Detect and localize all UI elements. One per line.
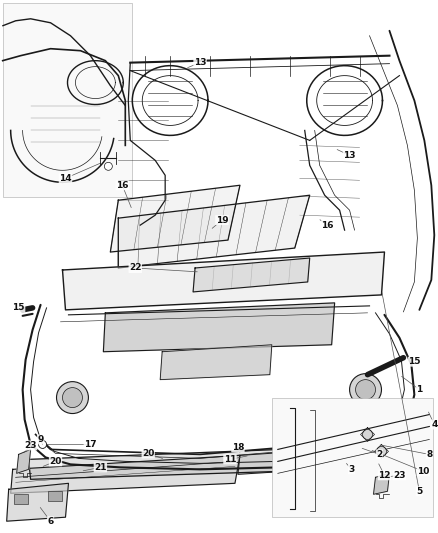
- Text: 20: 20: [142, 449, 155, 458]
- Bar: [14, 494, 28, 504]
- Circle shape: [350, 374, 381, 406]
- Polygon shape: [193, 258, 310, 292]
- Text: 10: 10: [417, 467, 430, 476]
- Circle shape: [63, 387, 82, 408]
- Polygon shape: [374, 473, 389, 494]
- Polygon shape: [118, 195, 310, 268]
- Text: 16: 16: [321, 221, 334, 230]
- Circle shape: [356, 379, 375, 400]
- Text: 15: 15: [12, 303, 25, 312]
- Text: 23: 23: [25, 441, 37, 450]
- Text: 3: 3: [349, 465, 355, 474]
- Text: 22: 22: [129, 263, 141, 272]
- Circle shape: [363, 430, 372, 439]
- Text: 15: 15: [408, 357, 420, 366]
- Text: 2: 2: [376, 450, 383, 459]
- Text: 13: 13: [343, 151, 356, 160]
- Bar: [3, 3, 132, 197]
- Polygon shape: [63, 252, 385, 310]
- Text: 14: 14: [59, 174, 72, 183]
- Polygon shape: [160, 345, 272, 379]
- Text: 9: 9: [37, 435, 44, 444]
- Text: 4: 4: [431, 420, 438, 429]
- Polygon shape: [11, 455, 240, 493]
- Polygon shape: [103, 303, 335, 352]
- Text: 19: 19: [215, 216, 228, 224]
- Text: 5: 5: [416, 487, 423, 496]
- Text: 23: 23: [393, 471, 406, 480]
- Text: 1: 1: [416, 385, 423, 394]
- Bar: [48, 491, 61, 501]
- Text: 21: 21: [94, 463, 106, 472]
- Bar: [272, 398, 433, 517]
- Circle shape: [377, 447, 386, 456]
- Text: 13: 13: [194, 58, 206, 67]
- Text: 18: 18: [232, 443, 244, 452]
- Polygon shape: [17, 449, 31, 473]
- Text: 12: 12: [378, 471, 391, 480]
- Circle shape: [57, 382, 88, 414]
- Polygon shape: [7, 483, 68, 521]
- Text: 6: 6: [47, 516, 54, 526]
- Text: 8: 8: [426, 450, 432, 459]
- Text: 11: 11: [224, 455, 236, 464]
- Circle shape: [39, 440, 46, 448]
- Polygon shape: [238, 445, 399, 474]
- Circle shape: [104, 163, 112, 171]
- Text: 17: 17: [84, 440, 97, 449]
- Polygon shape: [110, 185, 240, 252]
- Polygon shape: [28, 445, 407, 479]
- Text: 16: 16: [116, 181, 129, 190]
- Text: 20: 20: [49, 457, 62, 466]
